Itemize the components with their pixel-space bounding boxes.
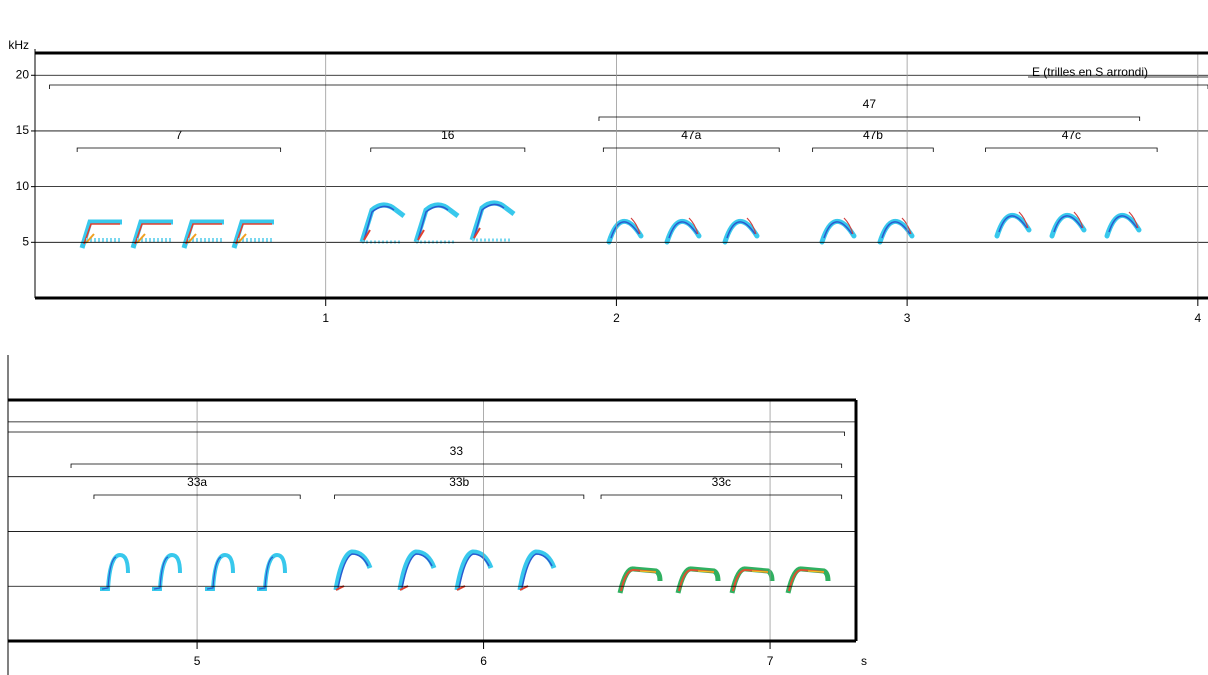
syllable [457,552,491,590]
syllable [255,553,287,591]
y-tick-label: 20 [16,67,30,81]
syllable [678,569,718,593]
syllable [732,569,772,593]
x-axis-label: s [861,654,867,668]
annotation-bracket [93,494,301,499]
y-tick-label: 10 [16,179,30,193]
annotation-bracket [334,494,585,499]
syllable [667,218,699,242]
annotation-label: 7 [176,128,183,142]
x-tick-label: 6 [480,654,487,668]
syllable [520,552,554,590]
annotation-bracket [600,494,843,499]
syllable [133,222,173,248]
annotation-label: 33c [712,475,731,489]
syllable [184,222,224,248]
x-tick-label: 4 [1194,311,1201,325]
annotation-label: 16 [441,128,455,142]
x-tick-label: 5 [194,654,201,668]
annotation-bracket [812,147,934,152]
annotation-bracket [602,147,780,152]
syllable [400,552,434,590]
syllable [98,553,130,591]
annotation-bracket [370,147,526,152]
annotation-label: 33a [187,475,207,489]
annotation-label: 47c [1062,128,1081,142]
syllable [203,553,235,591]
x-tick-label: 7 [767,654,774,668]
annotation-bracket [7,431,845,436]
y-axis-label: kHz [8,38,29,52]
syllable [472,203,514,240]
syllable [788,569,828,593]
syllable [725,218,757,242]
annotation-bracket [76,147,282,152]
syllables [82,203,1139,593]
syllable [336,552,370,590]
syllable [609,218,641,242]
syllable [620,569,660,593]
x-tick-label: 3 [904,311,911,325]
syllable [150,553,182,591]
annotation-label: 47a [681,128,701,142]
annotation-label: 47b [863,128,883,142]
syllable [1107,212,1139,236]
syllable [362,205,404,242]
annotation-label: 33 [450,444,464,458]
syllable [82,222,122,248]
annotation-bracket [70,463,843,468]
annotation-label: 47 [863,97,877,111]
syllable [822,218,854,242]
y-tick-label: 5 [22,234,29,248]
syllable [416,205,458,242]
syllable [234,222,274,248]
annotation-bracket [985,147,1158,152]
annotation-label: E (trilles en S arrondi) [1032,65,1148,79]
syllable [997,212,1029,236]
x-tick-label: 2 [613,311,620,325]
syllable [1052,212,1084,236]
annotation-bracket [49,84,1208,89]
annotation-bracket [598,116,1141,121]
annotation-label: 33b [449,475,469,489]
x-tick-label: 1 [322,311,329,325]
y-tick-label: 15 [16,123,30,137]
